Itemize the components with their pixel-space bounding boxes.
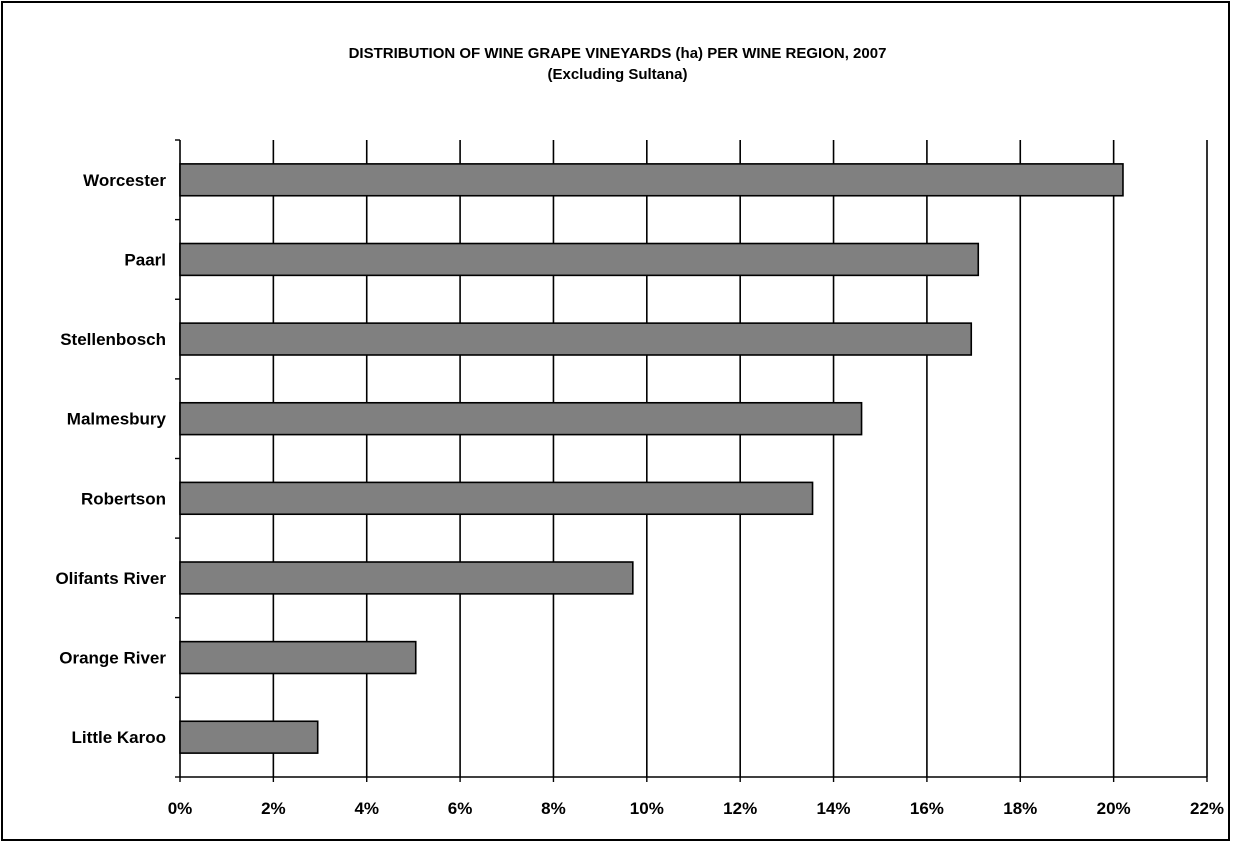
chart-title: DISTRIBUTION OF WINE GRAPE VINEYARDS (ha… bbox=[348, 45, 887, 62]
bar-worcester bbox=[179, 163, 1124, 197]
x-tick-label-2: 4% bbox=[354, 799, 379, 818]
category-label-worcester: Worcester bbox=[83, 171, 166, 190]
x-tick-label-10: 20% bbox=[1097, 799, 1131, 818]
bar-robertson bbox=[179, 481, 814, 516]
x-tick-label-4: 8% bbox=[541, 799, 566, 818]
bar-malmesbury bbox=[179, 401, 863, 436]
category-label-malmesbury: Malmesbury bbox=[67, 410, 167, 429]
category-label-paarl: Paarl bbox=[124, 250, 166, 269]
bar-olifants-river bbox=[179, 561, 634, 595]
bar-orange-river bbox=[179, 640, 417, 675]
x-tick-label-9: 18% bbox=[1003, 799, 1037, 818]
x-tick-label-11: 22% bbox=[1190, 799, 1224, 818]
x-tick-label-3: 6% bbox=[448, 799, 473, 818]
category-label-olifants-river: Olifants River bbox=[55, 569, 166, 588]
category-label-little-karoo: Little Karoo bbox=[72, 728, 166, 747]
x-tick-label-5: 10% bbox=[630, 799, 664, 818]
bar-stellenbosch bbox=[179, 322, 973, 356]
category-label-orange-river: Orange River bbox=[59, 649, 166, 668]
bar-little-karoo bbox=[179, 720, 319, 754]
x-tick-label-6: 12% bbox=[723, 799, 757, 818]
x-tick-label-7: 14% bbox=[817, 799, 851, 818]
category-label-robertson: Robertson bbox=[81, 489, 166, 508]
bar-paarl bbox=[179, 242, 980, 277]
category-label-stellenbosch: Stellenbosch bbox=[60, 330, 166, 349]
chart-subtitle: (Excluding Sultana) bbox=[547, 66, 688, 83]
x-tick-label-8: 16% bbox=[910, 799, 944, 818]
x-tick-label-0: 0% bbox=[168, 799, 193, 818]
x-tick-label-1: 2% bbox=[261, 799, 286, 818]
